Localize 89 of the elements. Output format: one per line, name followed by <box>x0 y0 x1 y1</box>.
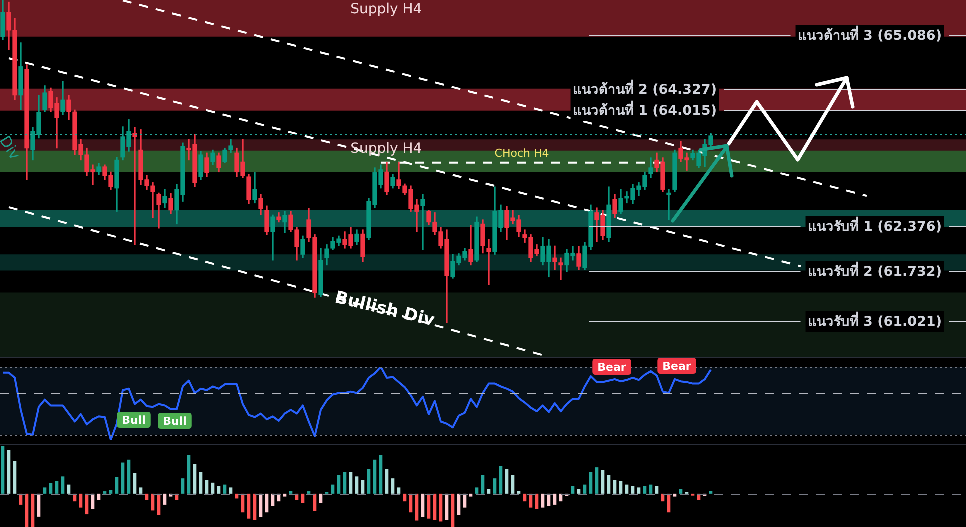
bar <box>361 480 365 494</box>
bar <box>619 481 623 494</box>
bar <box>43 488 47 494</box>
annotation: Bull <box>122 414 146 427</box>
bar <box>13 461 17 494</box>
ref-line-label: แนวรับที่ 1 (62.376) <box>808 216 942 235</box>
ref-line-label: แนวต้านที่ 3 (65.086) <box>798 25 942 44</box>
series-label: CHoch H4 <box>494 147 550 160</box>
bar <box>163 494 167 505</box>
bar <box>397 488 401 494</box>
bar <box>229 488 233 494</box>
bar <box>139 488 143 494</box>
bar <box>25 494 29 527</box>
bar <box>205 480 209 494</box>
bar <box>55 481 59 494</box>
bar <box>511 475 515 494</box>
bar <box>373 460 377 494</box>
bar <box>79 494 83 508</box>
bar <box>505 469 509 494</box>
bar <box>499 466 503 494</box>
bar <box>133 473 137 494</box>
bar <box>343 472 347 494</box>
bar <box>349 472 353 494</box>
bar <box>31 494 35 527</box>
bar <box>673 494 677 497</box>
bar <box>1 446 5 494</box>
bar <box>583 484 587 494</box>
bar <box>283 494 287 497</box>
bar <box>121 462 125 494</box>
bar <box>337 475 341 494</box>
band-label: Supply H4 <box>350 2 422 18</box>
bar <box>193 464 197 494</box>
bar <box>487 489 491 494</box>
bar <box>223 484 227 494</box>
bar <box>469 494 473 497</box>
bar <box>613 480 617 494</box>
bar <box>433 494 437 520</box>
band-label: Supply H4 <box>350 141 422 158</box>
ref-line-label: แนวต้านที่ 2 (64.327) <box>572 79 718 98</box>
bar <box>625 484 629 494</box>
bar <box>211 482 215 494</box>
ref-line-label: แนวรับที่ 3 (61.021) <box>808 311 942 330</box>
bar <box>127 460 131 494</box>
annotation: Div <box>0 132 24 164</box>
annotation: Bull <box>163 414 187 428</box>
ref-line-label: แนวรับที่ 2 (61.732) <box>808 261 942 280</box>
bar <box>637 488 641 494</box>
bar <box>67 484 71 494</box>
bar <box>367 469 371 494</box>
bar <box>589 472 593 494</box>
bar <box>451 494 455 527</box>
bar <box>253 494 257 520</box>
bar <box>115 477 119 494</box>
bar <box>187 455 191 494</box>
bar <box>553 494 557 505</box>
bar <box>601 470 605 494</box>
bar <box>391 478 395 494</box>
bar <box>595 468 599 494</box>
bar <box>289 491 293 494</box>
bar <box>331 484 335 494</box>
bar <box>541 494 545 508</box>
bar <box>385 469 389 494</box>
bar <box>355 476 359 494</box>
bar <box>247 494 251 519</box>
bar <box>649 484 653 494</box>
bar <box>577 489 581 494</box>
annotation: Bear <box>598 360 627 374</box>
bar <box>607 475 611 494</box>
bar <box>181 478 185 494</box>
bar <box>475 488 479 494</box>
bar <box>535 494 539 510</box>
bar <box>265 494 269 513</box>
annotation: Bear <box>662 360 692 373</box>
bar <box>49 483 53 494</box>
bar <box>481 475 485 494</box>
bar <box>379 455 383 494</box>
bar <box>7 450 11 494</box>
bar <box>199 472 203 494</box>
bar <box>493 478 497 494</box>
bar <box>61 476 65 494</box>
bar <box>421 494 425 518</box>
bar <box>301 494 305 504</box>
bar <box>679 489 683 494</box>
bar <box>109 490 113 494</box>
bar <box>319 494 323 504</box>
ref-line-label: แนวต้านที่ 1 (64.015) <box>572 100 718 119</box>
bar <box>517 491 521 494</box>
bar <box>709 491 713 494</box>
bar <box>415 494 419 521</box>
